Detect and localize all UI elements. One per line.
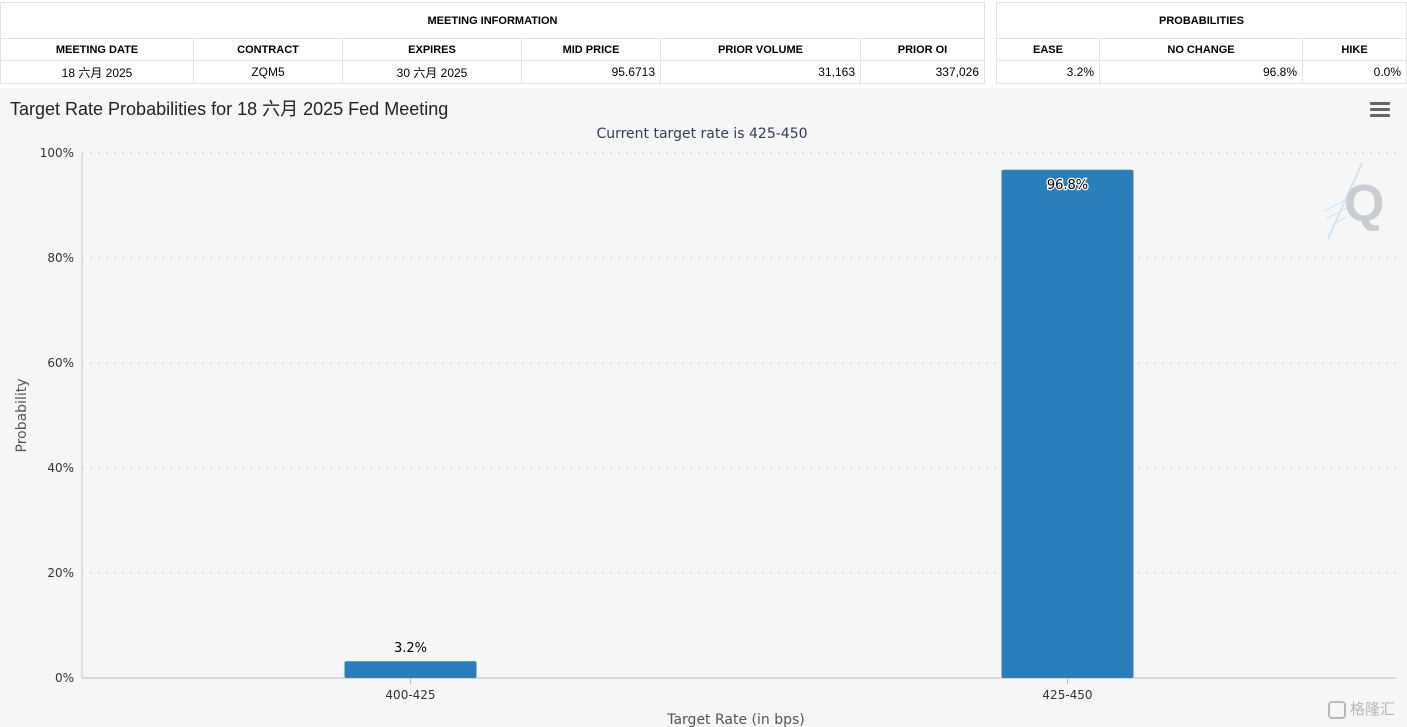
y-tick-label: 0% <box>55 671 74 685</box>
col-prior-volume: PRIOR VOLUME <box>660 38 861 61</box>
cell-hike: 0.0% <box>1301 60 1407 84</box>
svg-text:Q: Q <box>1344 175 1384 233</box>
cell-mid-price: 95.6713 <box>521 60 661 84</box>
cell-ease: 3.2% <box>996 60 1100 84</box>
cell-contract: ZQM5 <box>193 60 343 84</box>
cell-no-change: 96.8% <box>1099 60 1303 84</box>
table-row: 18 六月 2025 ZQM5 30 六月 2025 95.6713 31,16… <box>0 60 985 84</box>
data-label: 3.2% <box>394 641 427 656</box>
cell-expires: 30 六月 2025 <box>342 60 522 84</box>
chart-subtitle: Current target rate is 425-450 <box>596 126 807 142</box>
y-axis-title: Probability <box>14 378 30 452</box>
hamburger-menu-icon[interactable] <box>1370 102 1390 118</box>
bar-400-425 <box>344 661 477 678</box>
x-tick-label: 425-450 <box>1042 688 1092 702</box>
table-row: 3.2% 96.8% 0.0% <box>996 60 1407 84</box>
target-rate-chart: Current target rate is 425-450 0% 20% 40% 60… <box>14 126 1396 727</box>
x-axis-title: Target Rate (in bps) <box>666 712 805 727</box>
meeting-information-table: MEETING INFORMATION MEETING DATE CONTRAC… <box>0 2 985 84</box>
cell-prior-oi: 337,026 <box>860 60 985 84</box>
logo-box-icon <box>1328 701 1346 720</box>
y-tick-label: 80% <box>47 251 74 265</box>
x-tick-label: 400-425 <box>385 688 435 702</box>
q-watermark-logo-icon: Q <box>1323 162 1384 240</box>
y-tick-label: 20% <box>47 566 74 580</box>
corner-brand-logo: 格隆汇 <box>1328 698 1395 720</box>
bar-425-450 <box>1001 169 1134 679</box>
col-ease: EASE <box>996 38 1100 61</box>
col-meeting-date: MEETING DATE <box>0 38 194 61</box>
data-label: 96.8% <box>1047 178 1088 193</box>
col-hike: HIKE <box>1301 38 1407 61</box>
cell-meeting-date: 18 六月 2025 <box>0 60 194 84</box>
meeting-info-heading: MEETING INFORMATION <box>0 2 985 39</box>
y-tick-label: 100% <box>40 146 74 160</box>
chart-title: Target Rate Probabilities for 18 六月 2025… <box>10 99 449 119</box>
probabilities-heading: PROBABILITIES <box>995 2 1407 39</box>
col-expires: EXPIRES <box>342 38 522 61</box>
corner-logo-text: 格隆汇 <box>1350 701 1396 718</box>
col-prior-oi: PRIOR OI <box>860 38 985 61</box>
chart-panel: Current target rate is 425-450 0% 20% 40% 60… <box>0 88 1407 727</box>
y-tick-label: 60% <box>47 356 74 370</box>
col-contract: CONTRACT <box>193 38 343 61</box>
y-tick-label: 40% <box>47 461 74 475</box>
col-no-change: NO CHANGE <box>1099 38 1303 61</box>
cell-prior-volume: 31,163 <box>660 60 861 84</box>
col-mid-price: MID PRICE <box>521 38 661 61</box>
probabilities-table: PROBABILITIES EASE NO CHANGE HIKE 3.2% 9… <box>995 2 1407 84</box>
